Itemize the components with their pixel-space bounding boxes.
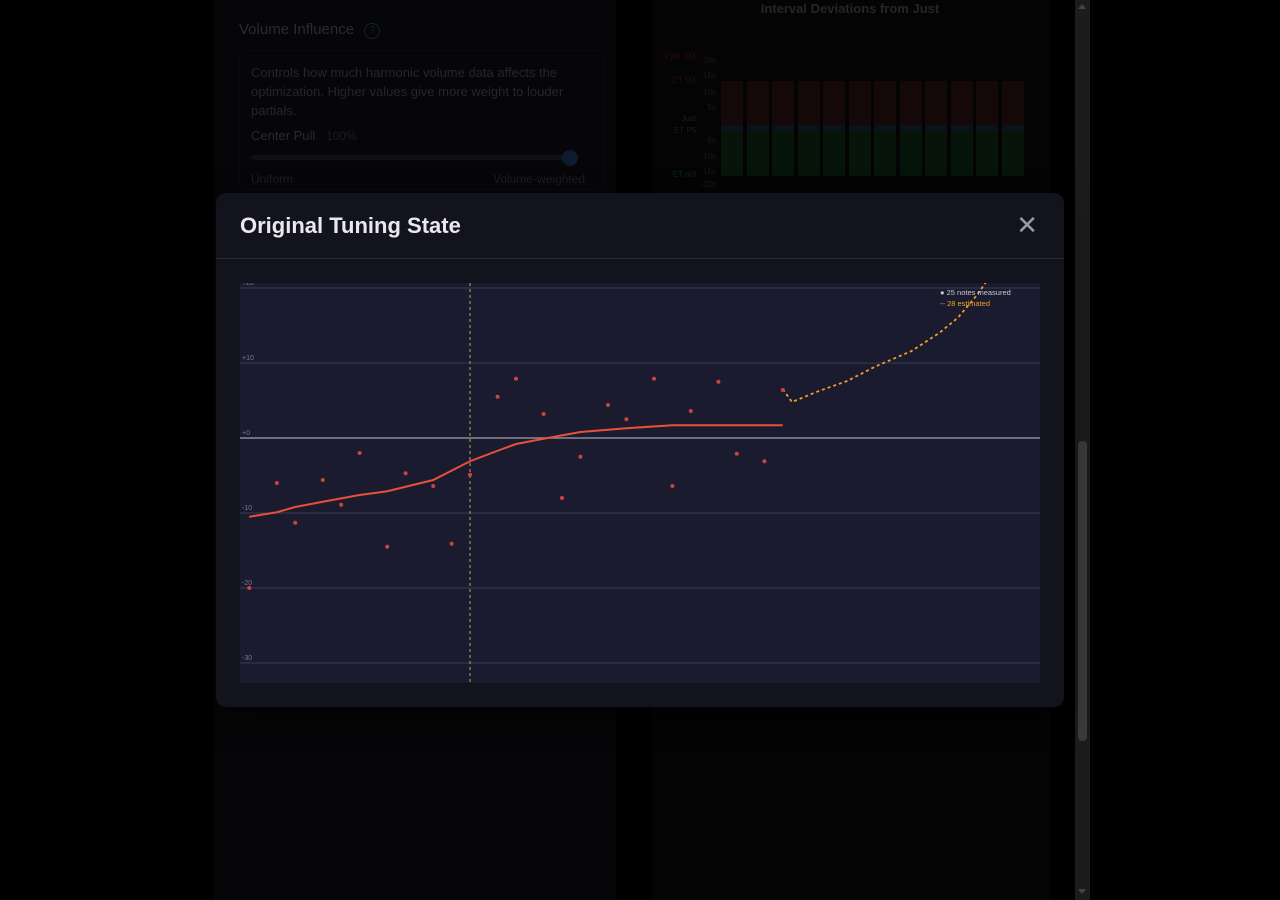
reference-label: Just: [681, 114, 696, 123]
interval-chart-title: Interval Deviations from Just: [760, 1, 940, 16]
y-tick-label: +20: [242, 283, 254, 287]
axis-label: -15c: [700, 167, 716, 176]
interval-bar: [1001, 81, 1024, 176]
original-tuning-modal: Original Tuning State ✕ +20 +10 +0 -10 -20 -3…: [216, 193, 1064, 707]
measured-point: [624, 417, 629, 422]
slider-min-label: Uniform: [251, 172, 294, 186]
measured-point: [320, 478, 325, 482]
interval-bar: [848, 81, 871, 176]
interval-bar: [772, 81, 794, 176]
measured-point: [449, 541, 454, 546]
interval-bar: [797, 81, 820, 176]
measured-point: [762, 459, 767, 464]
center-pull-slider-thumb[interactable]: [562, 150, 578, 166]
reference-label: ET P5: [673, 126, 696, 135]
measured-point: [688, 409, 693, 413]
modal-title: Original Tuning State: [240, 213, 461, 238]
volume-influence-description: Controls how much harmonic volume data a…: [251, 65, 564, 118]
volume-influence-title: Volume Influence: [239, 21, 355, 38]
trend-line: [249, 424, 783, 518]
axis-label: 5c: [707, 103, 716, 112]
chart-background: [240, 283, 1040, 683]
measured-point: [780, 388, 785, 392]
measured-point: [247, 586, 252, 590]
measured-point: [606, 403, 610, 407]
estimated-line: [782, 283, 987, 404]
reference-label: ET M3: [672, 76, 696, 85]
measured-point: [403, 471, 408, 476]
y-tick-label: +10: [242, 355, 254, 362]
scroll-thumb[interactable]: [1078, 441, 1087, 741]
measured-point: [385, 544, 390, 549]
measured-point: [734, 451, 739, 456]
reference-label: Pyth. M3: [664, 52, 696, 61]
scroll-up-arrow-icon[interactable]: [1078, 4, 1086, 9]
axis-label: -10c: [700, 152, 716, 161]
measured-point: [468, 472, 472, 477]
measured-point: [339, 502, 344, 507]
interval-bar: [950, 81, 973, 176]
measured-point: [541, 412, 546, 416]
interval-bar: [874, 81, 896, 176]
measured-point: [514, 376, 518, 381]
y-tick-label: -20: [242, 580, 252, 587]
tuning-chart: +20 +10 +0 -10 -20 -30 ● 25 notes measured -- 2…: [240, 283, 1040, 683]
measured-point: [560, 496, 564, 500]
volume-influence-card: [239, 50, 604, 190]
axis-label: 10c: [703, 88, 716, 97]
axis-label: 20c: [703, 56, 716, 65]
modal-header: Original Tuning State ✕: [216, 193, 1064, 259]
interval-bar: [746, 81, 769, 176]
close-icon[interactable]: ✕: [1016, 210, 1038, 240]
measured-point: [670, 484, 675, 488]
axis-label: -5c: [704, 136, 716, 145]
interval-bar: [823, 81, 845, 176]
reference-label: ET m3: [672, 170, 696, 179]
legend-estimated: -- 28 estimated: [940, 299, 990, 308]
slider-max-label: Volume-weighted: [493, 172, 586, 186]
axis-label: -20c: [700, 180, 716, 189]
interval-bar: [899, 81, 922, 176]
measured-point: [431, 484, 436, 488]
axis-label: 15c: [703, 71, 716, 80]
scroll-down-arrow-icon[interactable]: [1078, 889, 1086, 894]
interval-bar: [721, 81, 743, 176]
measured-point: [578, 454, 583, 459]
help-icon[interactable]: ?: [364, 23, 380, 39]
interval-bar: [925, 81, 947, 176]
center-pull-slider[interactable]: [251, 155, 579, 160]
y-tick-label: -30: [242, 655, 252, 662]
measured-point: [495, 394, 500, 399]
measured-point: [716, 379, 721, 384]
measured-point: [274, 481, 279, 485]
interval-bar: [976, 81, 998, 176]
legend-measured: ● 25 notes measured: [940, 288, 1011, 297]
center-pull-value: 100%: [326, 129, 357, 143]
measured-point: [357, 451, 362, 455]
scrollbar[interactable]: [1075, 0, 1090, 900]
center-pull-label: Center Pull: [251, 128, 316, 143]
y-tick-label: +0: [242, 430, 250, 437]
measured-point: [293, 520, 298, 525]
measured-point: [652, 376, 656, 381]
y-tick-label: -10: [242, 505, 252, 512]
